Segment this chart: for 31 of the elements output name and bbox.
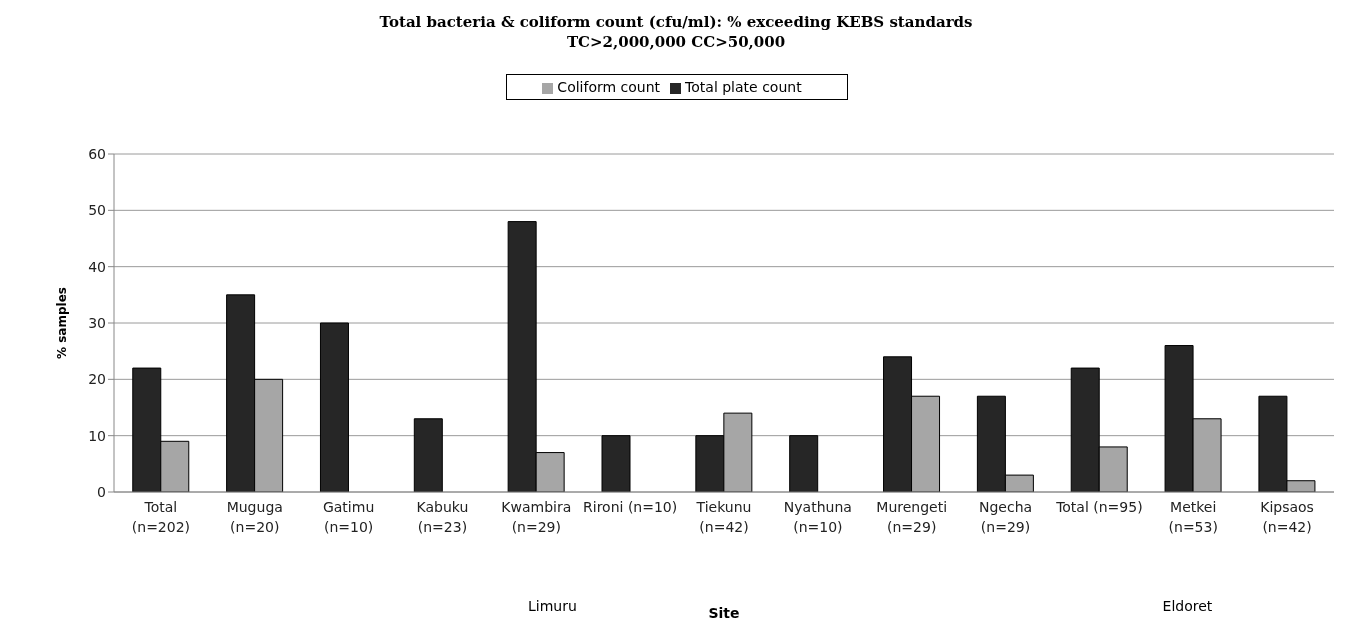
- bar: [601, 435, 631, 492]
- x-axis-title: Site: [708, 605, 740, 621]
- x-tick-label: Rironi (n=10): [583, 499, 678, 515]
- x-tick-label: Kipsaos (n=42): [1260, 499, 1314, 535]
- legend-label: Total plate count: [685, 79, 802, 95]
- x-tick-label: Total (n=95): [1055, 499, 1143, 515]
- y-axis-title: % samples: [55, 287, 70, 359]
- y-tick-label: 0: [97, 483, 106, 500]
- x-tick-label: Muguga (n=20): [226, 499, 283, 535]
- x-tick-label: Tiekunu (n=42): [695, 499, 752, 535]
- x-tick-label: Gatimu (n=10): [322, 499, 375, 535]
- x-tick-label: Ngecha (n=29): [978, 499, 1033, 535]
- x-tick-label: Nyathuna (n=10): [783, 499, 852, 535]
- y-tick-label: 40: [88, 258, 106, 275]
- bar: [319, 322, 349, 492]
- y-tick-label: 10: [88, 427, 106, 444]
- x-tick-label: Murengeti (n=29): [876, 499, 948, 535]
- y-tick-label: 50: [88, 202, 106, 219]
- bar: [413, 418, 443, 492]
- y-tick-label: 20: [88, 371, 106, 388]
- legend-label: Coliform count: [557, 79, 661, 95]
- y-tick-label: 30: [88, 314, 106, 331]
- y-tick-label: 60: [88, 145, 106, 162]
- bar: [789, 435, 819, 492]
- x-tick-label: Kwambira (n=29): [501, 499, 572, 535]
- chart-title: Total bacteria & coliform count (cfu/ml): % exceeding KEBS standards TC>2,000,000 CC>50,000: [378, 12, 974, 52]
- x-tick-label: Total (n=202): [131, 499, 191, 535]
- x-tick-label: Metkei (n=53): [1168, 499, 1218, 535]
- text: Limuru: [527, 598, 578, 614]
- text: Eldoret: [1161, 598, 1214, 614]
- x-tick-label: Kabuku (n=23): [416, 499, 469, 535]
